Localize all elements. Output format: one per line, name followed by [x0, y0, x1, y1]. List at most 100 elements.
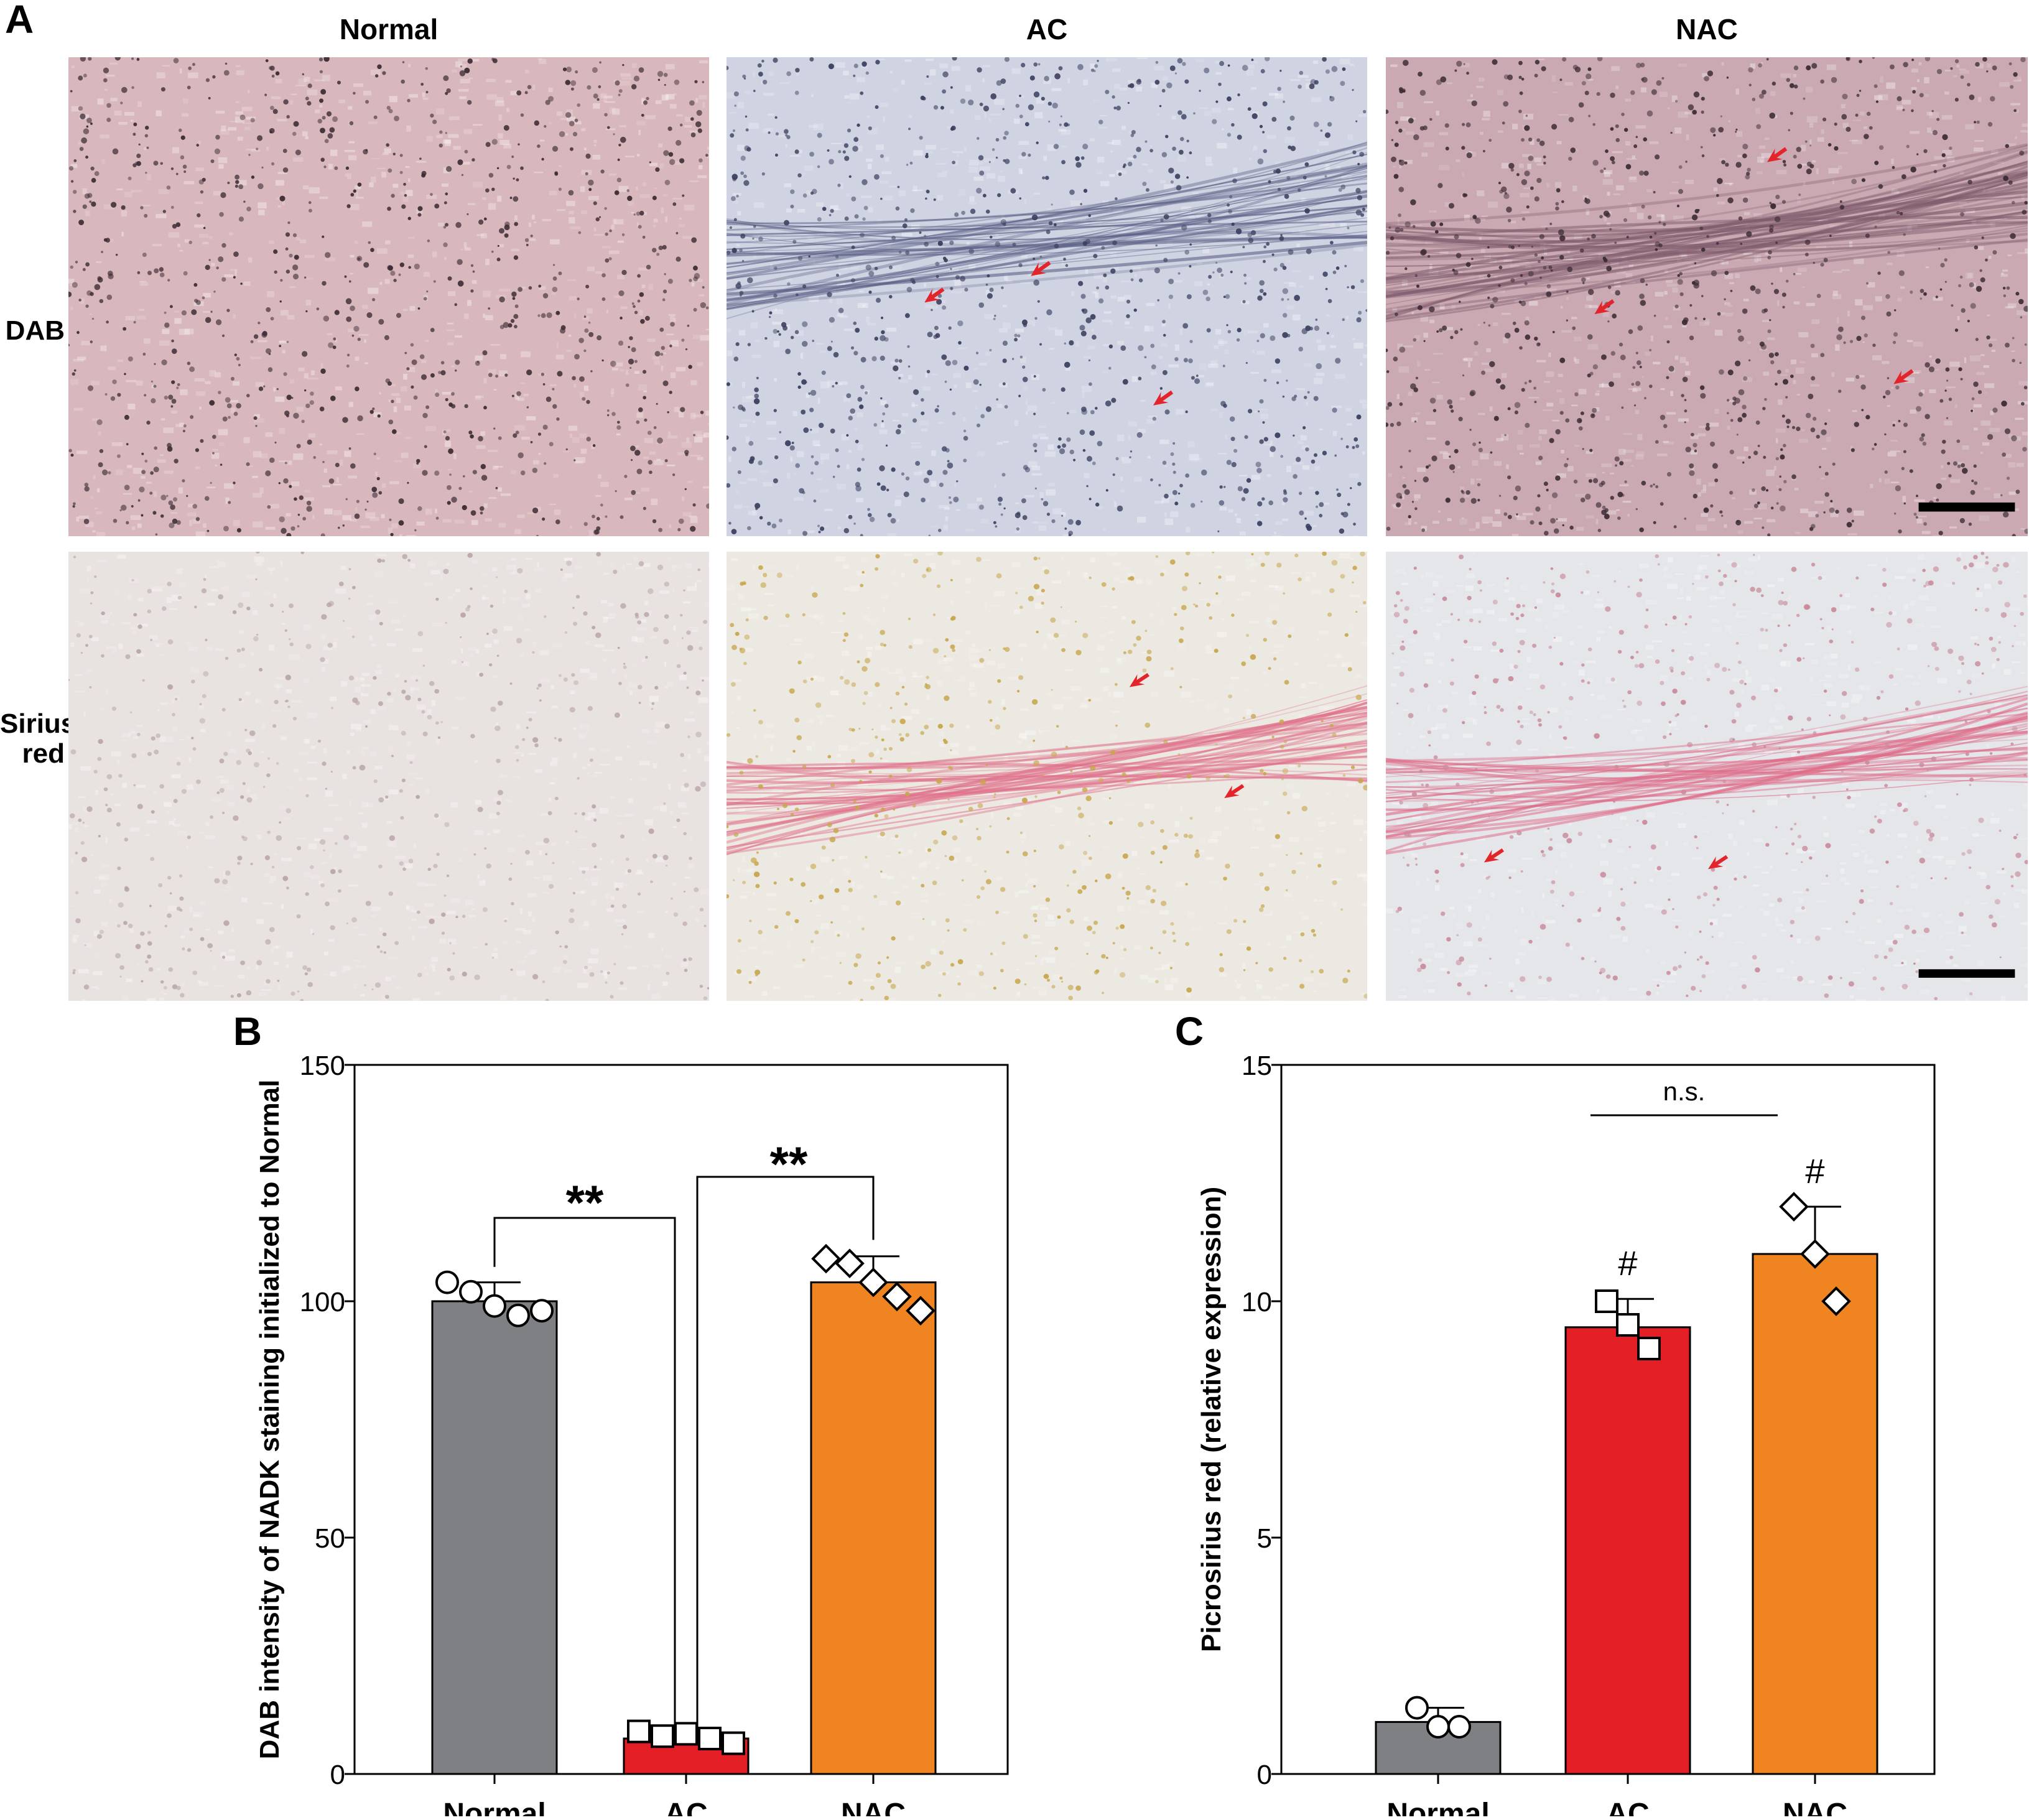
nucleus-dot — [1663, 424, 1668, 429]
nucleus-dot — [73, 210, 77, 213]
tissue-speckle — [1432, 381, 1440, 384]
tissue-speckle — [1661, 215, 1665, 221]
nucleus-dot — [996, 398, 999, 401]
nucleus-dot — [1712, 463, 1718, 469]
nucleus-dot — [1335, 266, 1340, 270]
tissue-speckle — [1921, 531, 1931, 534]
tissue-speckle — [136, 784, 146, 788]
nucleus-dot — [901, 472, 905, 476]
tissue-speckle — [868, 207, 873, 213]
nucleus-dot — [1118, 172, 1122, 177]
tissue-speckle — [1975, 63, 1984, 69]
tissue-speckle — [1442, 453, 1450, 459]
nucleus-dot — [1162, 460, 1167, 465]
fiber-strand — [727, 196, 1367, 274]
tissue-speckle — [2015, 136, 2018, 139]
tissue-speckle — [321, 634, 325, 640]
nucleus-dot — [332, 116, 338, 123]
nucleus-dot — [1058, 437, 1062, 441]
nucleus-dot — [169, 305, 173, 309]
nucleus-dot — [817, 217, 822, 222]
nucleus-dot — [1521, 179, 1528, 185]
nucleus-dot — [588, 179, 594, 186]
nucleus-dot — [1757, 501, 1760, 505]
tissue-speckle — [1798, 332, 1809, 338]
tissue-speckle — [519, 286, 526, 289]
tissue-speckle — [448, 134, 459, 138]
nucleus-dot — [317, 118, 322, 124]
nucleus-dot — [1900, 211, 1903, 216]
tissue-speckle — [1458, 270, 1463, 273]
fiber-strand — [727, 194, 1367, 310]
tissue-speckle — [837, 272, 841, 277]
nucleus-dot — [2020, 316, 2023, 318]
tissue-speckle — [665, 94, 675, 100]
tissue-speckle — [304, 497, 315, 501]
nucleus-dot — [881, 330, 885, 335]
nucleus-dot — [1705, 425, 1711, 431]
nucleus-dot — [1010, 188, 1016, 194]
nucleus-dot — [1647, 215, 1652, 220]
tissue-speckle — [229, 232, 233, 236]
nucleus-dot — [286, 532, 292, 536]
nucleus-dot — [951, 125, 956, 131]
nucleus-dot — [1676, 204, 1680, 208]
nucleus-dot — [1299, 70, 1304, 75]
nucleus-dot — [1172, 462, 1176, 466]
tissue-speckle — [460, 78, 470, 83]
nucleus-dot — [1635, 351, 1638, 355]
nucleus-dot — [634, 450, 641, 456]
nucleus-dot — [1769, 225, 1774, 230]
tissue-speckle — [1161, 497, 1170, 503]
tissue-speckle — [1097, 156, 1105, 163]
nucleus-dot — [1958, 367, 1962, 371]
tissue-speckle — [1567, 250, 1570, 254]
tissue-speckle — [682, 236, 692, 239]
tissue-speckle — [990, 113, 1001, 116]
nucleus-dot — [752, 237, 754, 240]
nucleus-dot — [216, 266, 219, 270]
tissue-speckle — [1426, 421, 1436, 425]
nucleus-dot — [1746, 172, 1750, 176]
nucleus-dot — [1469, 429, 1472, 431]
tissue-speckle — [90, 496, 93, 499]
tissue-speckle — [1637, 434, 1643, 440]
tissue-speckle — [1194, 281, 1203, 286]
nucleus-dot — [1551, 492, 1558, 498]
nucleus-dot — [705, 306, 709, 310]
tissue-speckle — [674, 406, 680, 412]
tissue-speckle — [1390, 64, 1398, 67]
nucleus-dot — [998, 503, 1002, 506]
nucleus-dot — [2005, 144, 2009, 148]
nucleus-dot — [876, 482, 881, 486]
nucleus-dot — [430, 193, 433, 197]
nucleus-dot — [1189, 340, 1193, 343]
tissue-speckle — [85, 521, 94, 527]
tissue-speckle — [684, 576, 694, 578]
nucleus-dot — [1948, 397, 1952, 401]
tissue-speckle — [86, 669, 92, 673]
nucleus-dot — [947, 462, 954, 469]
nucleus-dot — [504, 224, 510, 231]
nucleus-dot — [979, 170, 985, 176]
tissue-speckle — [1228, 108, 1234, 111]
nucleus-dot — [1968, 522, 1972, 526]
nucleus-dot — [739, 248, 743, 253]
tissue-speckle — [890, 361, 899, 364]
tissue-speckle — [845, 514, 852, 517]
nucleus-dot — [1538, 455, 1543, 460]
nucleus-dot — [200, 190, 204, 194]
nucleus-dot — [387, 207, 391, 211]
nucleus-dot — [1474, 216, 1477, 220]
nucleus-dot — [1834, 122, 1837, 126]
tissue-speckle — [583, 147, 587, 151]
tissue-speckle — [1298, 75, 1309, 78]
nucleus-dot — [875, 105, 879, 109]
nucleus-dot — [731, 174, 738, 180]
nucleus-dot — [1186, 294, 1192, 300]
nucleus-dot — [190, 415, 194, 419]
tissue-speckle — [192, 519, 201, 524]
tissue-speckle — [91, 381, 100, 386]
nucleus-dot — [1507, 218, 1511, 223]
tissue-speckle — [855, 498, 864, 503]
